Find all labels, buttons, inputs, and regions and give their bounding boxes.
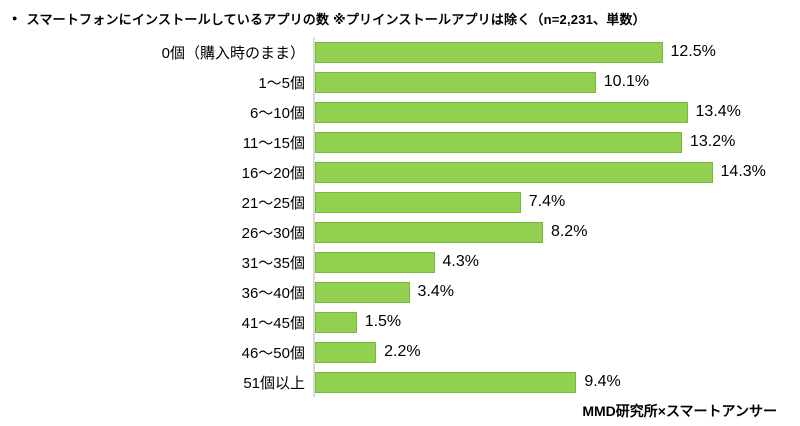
category-label: 31〜35個 (241, 254, 305, 272)
chart-row: 11〜15個 13.2% (0, 127, 800, 157)
category-label: 11〜15個 (242, 134, 305, 152)
value-label: 12.5% (670, 43, 716, 60)
category-label: 21〜25個 (241, 194, 305, 212)
chart-row: 51個以上 9.4% (0, 367, 800, 397)
bar (315, 311, 357, 333)
value-label: 8.2% (550, 223, 588, 240)
bar-zone: 12.5% (313, 37, 800, 67)
bar-zone: 14.3% (313, 157, 800, 187)
chart-title-row: ● スマートフォンにインストールしているアプリの数 ※プリインストールアプリは除… (0, 0, 800, 28)
bar (315, 341, 377, 363)
bar-zone: 13.2% (313, 127, 800, 157)
category-label: 16〜20個 (241, 164, 305, 182)
chart-row: 16〜20個 14.3% (0, 157, 800, 187)
bar-chart: 0個（購入時のまま） 12.5% 1〜5個 10.1% 6〜10個 13.4% … (0, 37, 800, 397)
bar-zone: 13.4% (313, 97, 800, 127)
category-label: 6〜10個 (249, 104, 305, 122)
category-label: 51個以上 (243, 374, 305, 392)
chart-row: 31〜35個 4.3% (0, 247, 800, 277)
bar-zone: 1.5% (313, 307, 800, 337)
bar (315, 131, 682, 153)
value-label: 13.2% (689, 133, 736, 150)
chart-row: 1〜5個 10.1% (0, 67, 800, 97)
bar (315, 221, 543, 243)
bar (315, 101, 688, 123)
category-label: 46〜50個 (241, 344, 305, 362)
bar-zone: 9.4% (313, 367, 800, 397)
bar (315, 191, 521, 213)
bullet-icon: ● (12, 13, 18, 23)
bar (315, 251, 435, 273)
bar-zone: 2.2% (313, 337, 800, 367)
value-label: 9.4% (584, 373, 621, 390)
value-label: 10.1% (603, 73, 650, 90)
category-label: 41〜45個 (241, 314, 305, 332)
chart-row: 21〜25個 7.4% (0, 187, 800, 217)
bar (315, 371, 577, 393)
bar (315, 281, 410, 303)
chart-row: 46〜50個 2.2% (0, 337, 800, 367)
source-credit: MMD研究所×スマートアンサー (582, 403, 777, 419)
bar-zone: 8.2% (313, 217, 800, 247)
category-label: 36〜40個 (241, 284, 305, 302)
value-label: 4.3% (442, 253, 479, 270)
category-label: 26〜30個 (241, 224, 305, 242)
bar (315, 41, 663, 63)
category-label: 0個（購入時のまま） (161, 44, 305, 62)
chart-title: スマートフォンにインストールしているアプリの数 ※プリインストールアプリは除く（… (26, 12, 646, 27)
value-label: 1.5% (364, 313, 402, 330)
bar-zone: 4.3% (313, 247, 800, 277)
value-label: 14.3% (720, 163, 766, 180)
bar (315, 161, 713, 183)
chart-row: 26〜30個 8.2% (0, 217, 800, 247)
bar-zone: 3.4% (313, 277, 800, 307)
bar-zone: 10.1% (313, 67, 800, 97)
chart-row: 0個（購入時のまま） 12.5% (0, 37, 800, 67)
value-label: 13.4% (695, 103, 741, 120)
chart-row: 41〜45個 1.5% (0, 307, 800, 337)
value-label: 7.4% (528, 193, 566, 210)
bar-zone: 7.4% (313, 187, 800, 217)
chart-row: 6〜10個 13.4% (0, 97, 800, 127)
bar (315, 71, 596, 93)
value-label: 2.2% (384, 343, 421, 360)
value-label: 3.4% (417, 283, 454, 300)
category-label: 1〜5個 (258, 74, 305, 92)
chart-row: 36〜40個 3.4% (0, 277, 800, 307)
